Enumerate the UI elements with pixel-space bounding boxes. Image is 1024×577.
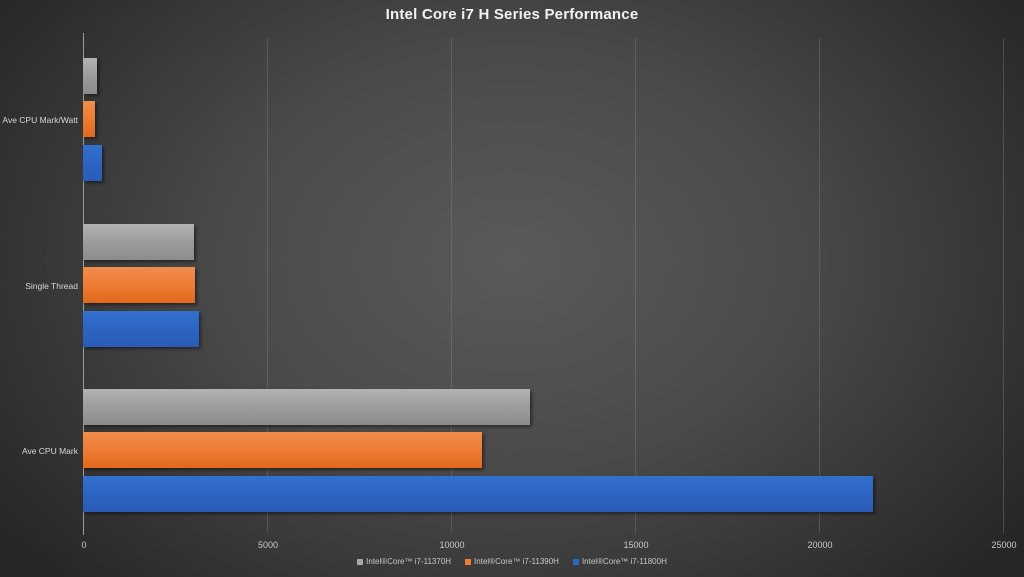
x-tick-label: 5000 bbox=[257, 540, 279, 550]
bar bbox=[83, 267, 196, 303]
legend-item: Intel®Core™ i7-11800H bbox=[572, 557, 667, 566]
chart-title: Intel Core i7 H Series Performance bbox=[385, 6, 639, 23]
gridline bbox=[267, 38, 268, 533]
legend: Intel®Core™ i7-11370H Intel®Core™ i7-1139… bbox=[0, 557, 1024, 566]
category-label: Ave CPU Mark bbox=[21, 446, 78, 456]
bar bbox=[83, 389, 531, 425]
bar bbox=[83, 224, 195, 260]
category-label: Single Thread bbox=[25, 281, 78, 291]
gridline bbox=[819, 38, 820, 533]
bar bbox=[83, 101, 95, 137]
x-tick-label: 20000 bbox=[807, 540, 833, 550]
bar bbox=[83, 432, 482, 468]
plot-area bbox=[83, 38, 1004, 533]
x-tick-label: 10000 bbox=[439, 540, 465, 550]
legend-item: Intel®Core™ i7-11370H bbox=[357, 557, 451, 566]
gridline bbox=[1003, 38, 1004, 533]
legend-swatch-icon bbox=[572, 558, 579, 565]
bar bbox=[83, 476, 873, 512]
legend-item: Intel®Core™ i7-11390H bbox=[465, 557, 559, 566]
bar bbox=[83, 58, 97, 94]
legend-label: Intel®Core™ i7-11800H bbox=[581, 557, 667, 566]
legend-label: Intel®Core™ i7-11370H bbox=[366, 557, 452, 566]
gridline bbox=[451, 38, 452, 533]
x-tick-label: 15000 bbox=[623, 540, 649, 550]
category-label: Ave CPU Mark/Watt bbox=[2, 115, 78, 125]
legend-swatch-icon bbox=[465, 558, 472, 565]
bar bbox=[83, 311, 200, 347]
x-tick-label: 25000 bbox=[991, 540, 1017, 550]
legend-label: Intel®Core™ i7-11390H bbox=[474, 557, 559, 566]
gridline bbox=[635, 38, 636, 533]
bar bbox=[83, 145, 102, 181]
legend-swatch-icon bbox=[357, 558, 364, 565]
x-tick-label: 0 bbox=[81, 540, 87, 550]
